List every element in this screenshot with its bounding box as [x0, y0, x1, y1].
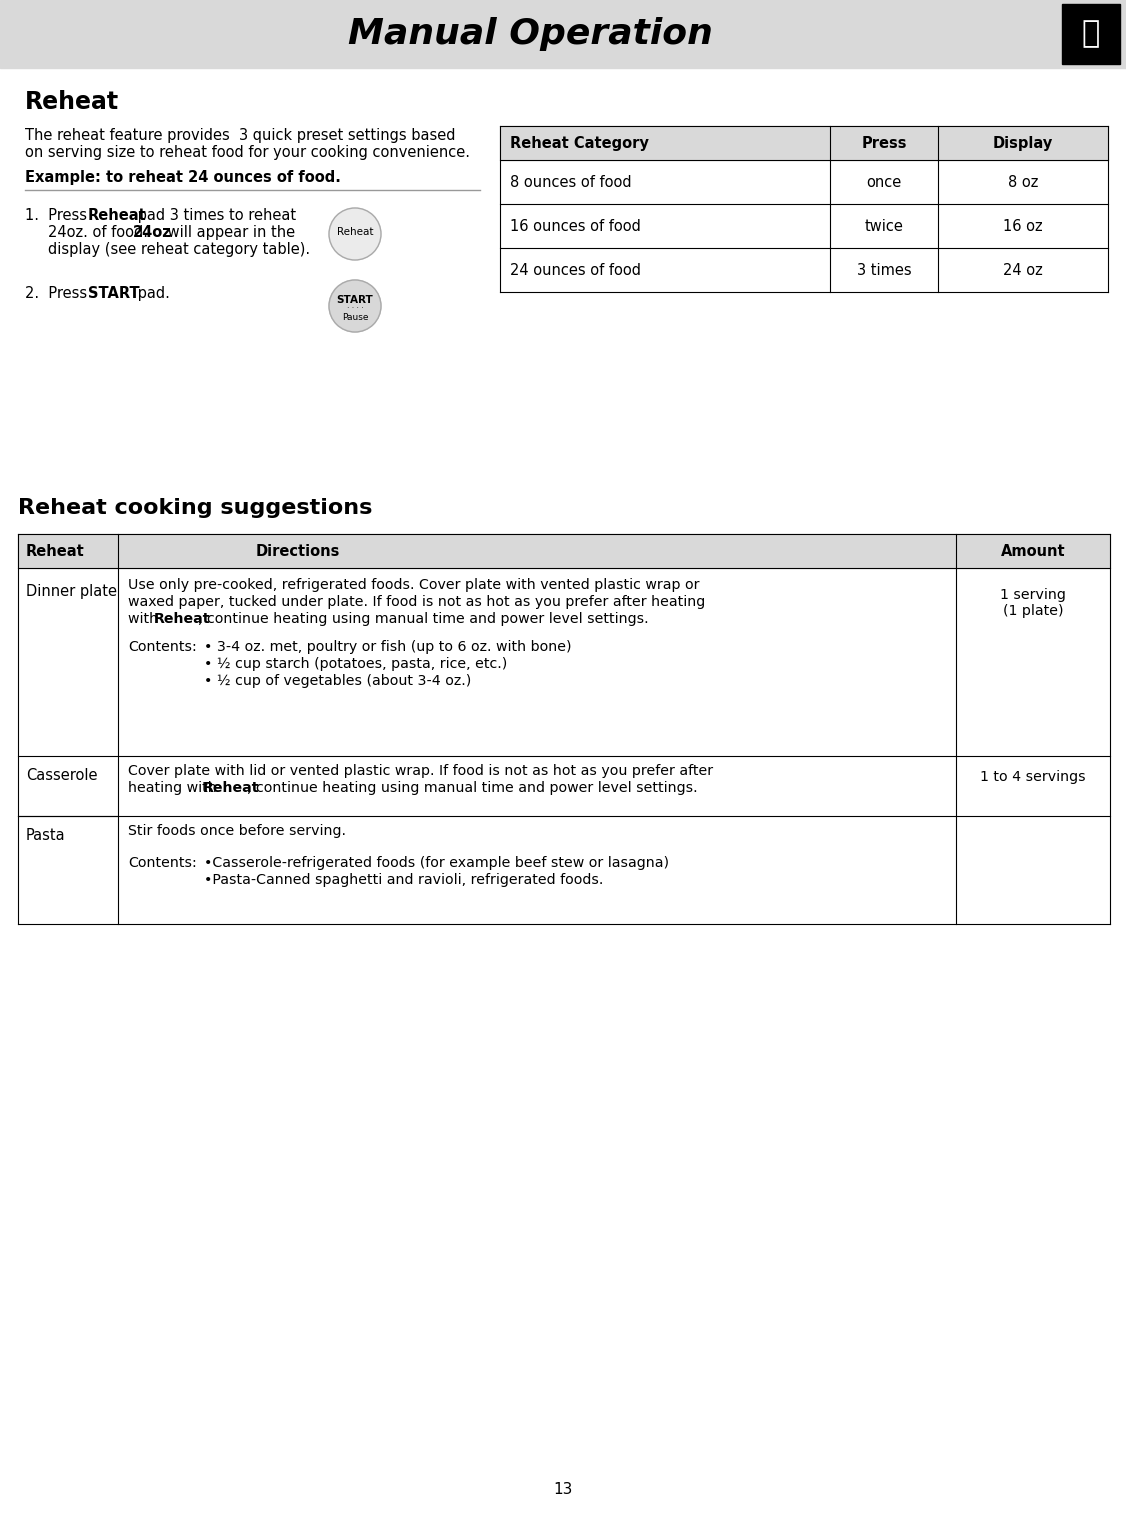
Text: Casserole: Casserole [26, 768, 98, 783]
Text: will appear in the: will appear in the [163, 226, 295, 239]
Bar [1062, 5, 1120, 64]
Text: 16 oz: 16 oz [1003, 218, 1043, 233]
Text: 1.  Press: 1. Press [25, 208, 91, 223]
Text: 2.  Press: 2. Press [25, 286, 91, 301]
Text: Contents:: Contents: [128, 856, 197, 870]
Text: Reheat cooking suggestions: Reheat cooking suggestions [18, 498, 373, 518]
Text: Reheat Category: Reheat Category [510, 135, 649, 150]
Text: , continue heating using manual time and power level settings.: , continue heating using manual time and… [198, 612, 649, 626]
Text: 13: 13 [553, 1483, 573, 1497]
Text: START: START [88, 286, 140, 301]
Text: 16 ounces of food: 16 ounces of food [510, 218, 641, 233]
Text: Directions: Directions [256, 544, 340, 559]
Text: 24oz. of food.: 24oz. of food. [48, 226, 153, 239]
Text: START: START [337, 295, 374, 305]
Text: •Casserole-refrigerated foods (for example beef stew or lasagna): •Casserole-refrigerated foods (for examp… [204, 856, 669, 870]
Text: Reheat: Reheat [337, 227, 373, 236]
Text: 8 oz: 8 oz [1008, 174, 1038, 189]
Bar [500, 126, 1108, 161]
Circle shape [329, 208, 381, 261]
Text: Pause: Pause [342, 312, 368, 321]
Text: Reheat: Reheat [26, 544, 84, 559]
Text: 1 to 4 servings: 1 to 4 servings [981, 770, 1085, 783]
Text: 1 serving
(1 plate): 1 serving (1 plate) [1000, 588, 1066, 618]
Text: Contents:: Contents: [128, 639, 197, 654]
Text: Stir foods once before serving.: Stir foods once before serving. [128, 824, 346, 838]
Text: · · · ·: · · · · [347, 303, 364, 312]
Text: Reheat: Reheat [154, 612, 211, 626]
Text: once: once [866, 174, 902, 189]
Text: 8 ounces of food: 8 ounces of food [510, 174, 632, 189]
Text: • ½ cup starch (potatoes, pasta, rice, etc.): • ½ cup starch (potatoes, pasta, rice, e… [204, 658, 507, 671]
Text: Manual Operation: Manual Operation [348, 17, 713, 52]
Text: 24 ounces of food: 24 ounces of food [510, 262, 641, 277]
Text: pad.: pad. [133, 286, 170, 301]
Text: ⛹: ⛹ [1082, 20, 1100, 48]
Text: twice: twice [865, 218, 903, 233]
Text: display (see reheat category table).: display (see reheat category table). [48, 242, 310, 258]
Text: Reheat: Reheat [88, 208, 146, 223]
Text: Press: Press [861, 135, 906, 150]
Text: pad 3 times to reheat: pad 3 times to reheat [133, 208, 296, 223]
Text: 24 oz: 24 oz [1003, 262, 1043, 277]
Circle shape [329, 280, 381, 332]
Text: The reheat feature provides  3 quick preset settings based
on serving size to re: The reheat feature provides 3 quick pres… [25, 127, 470, 161]
Text: • 3-4 oz. met, poultry or fish (up to 6 oz. with bone): • 3-4 oz. met, poultry or fish (up to 6 … [204, 639, 572, 654]
Text: Pasta: Pasta [26, 829, 65, 842]
Text: Reheat: Reheat [25, 89, 119, 114]
Text: Example: to reheat 24 ounces of food.: Example: to reheat 24 ounces of food. [25, 170, 341, 185]
Text: Amount: Amount [1001, 544, 1065, 559]
Text: •Pasta-Canned spaghetti and ravioli, refrigerated foods.: •Pasta-Canned spaghetti and ravioli, ref… [204, 873, 604, 886]
Text: heating with: heating with [128, 782, 221, 795]
Text: 24oz: 24oz [133, 226, 172, 239]
Text: with: with [128, 612, 162, 626]
Bar [0, 0, 1126, 68]
Text: Dinner plate: Dinner plate [26, 583, 117, 598]
Text: , continue heating using manual time and power level settings.: , continue heating using manual time and… [247, 782, 698, 795]
Text: Use only pre-cooked, refrigerated foods. Cover plate with vented plastic wrap or: Use only pre-cooked, refrigerated foods.… [128, 579, 699, 592]
Text: 3 times: 3 times [857, 262, 911, 277]
Text: Reheat: Reheat [203, 782, 259, 795]
Text: • ½ cup of vegetables (about 3-4 oz.): • ½ cup of vegetables (about 3-4 oz.) [204, 674, 472, 688]
Text: Cover plate with lid or vented plastic wrap. If food is not as hot as you prefer: Cover plate with lid or vented plastic w… [128, 764, 713, 779]
Bar [18, 533, 1110, 568]
Text: Display: Display [993, 135, 1053, 150]
Text: waxed paper, tucked under plate. If food is not as hot as you prefer after heati: waxed paper, tucked under plate. If food… [128, 595, 705, 609]
